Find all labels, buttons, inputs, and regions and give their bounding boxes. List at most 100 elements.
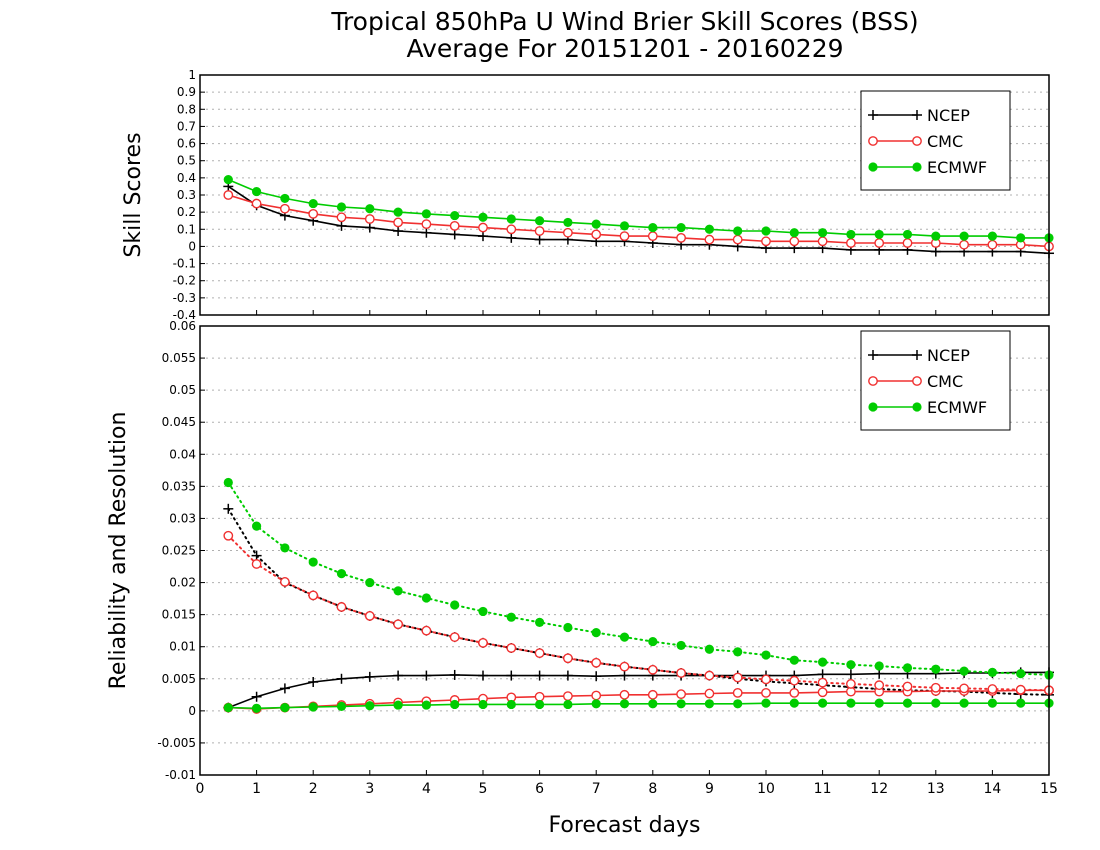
top-series-cmc-point (506, 224, 517, 235)
bottom-series-ecmwf-point (223, 703, 233, 713)
bottom-series-ecmwf-point (846, 698, 856, 708)
bottom-series-ecmwf-point (535, 699, 545, 710)
bottom-ytick-label: 0.04 (169, 447, 196, 461)
bottom-legend: NCEP CMC ECMWF (860, 330, 1011, 431)
bottom-series-cmc-dotted-point (761, 674, 771, 685)
bottom-series-ecmwf-dotted-point (308, 557, 318, 567)
bottom-series-ecmwf-point (393, 700, 403, 710)
top-series-ecmwf-point (308, 198, 318, 209)
bottom-series-cmc-dotted-point (732, 672, 743, 683)
bottom-series-ecmwf-point (704, 699, 715, 709)
bottom-ytick-label: 0.015 (162, 608, 196, 622)
bottom-series-cmc-point (732, 687, 743, 698)
top-series-ecmwf-point (591, 219, 601, 229)
bottom-series-cmc-dotted-point (846, 679, 856, 689)
bottom-series-ecmwf-point (987, 698, 998, 708)
bottom-series-ecmwf-point (336, 701, 347, 711)
bottom-ytick-label: 0.01 (169, 640, 196, 654)
bottom-series-ecmwf-dotted-point (280, 543, 290, 553)
top-series-cmc-point (761, 236, 771, 247)
bottom-series-ecmwf-point (676, 699, 686, 709)
top-series-ecmwf-point (789, 228, 799, 238)
bottom-series-ecmwf-dotted-point (733, 647, 743, 657)
top-series-cmc-point (563, 227, 573, 238)
bottom-xtick-label: 6 (535, 781, 544, 797)
top-series-ecmwf-line (227, 178, 1050, 239)
top-series-ecmwf-point (535, 216, 545, 226)
bottom-series-ecmwf-point (648, 699, 658, 709)
bottom-series-ecmwf-point (478, 699, 488, 710)
bottom-legend-label-ncep: NCEP (927, 346, 970, 365)
bottom-xtick-label: 7 (592, 781, 601, 797)
bottom-series-ecmwf-dotted-point (252, 521, 262, 531)
top-legend-marker-ecmwf (912, 162, 922, 172)
top-ytick-label: -0.3 (173, 291, 196, 305)
bottom-series-ncep-dotted-line (227, 507, 1050, 696)
bottom-series-ecmwf-point (931, 698, 941, 708)
top-ytick-label: 0.5 (177, 154, 196, 168)
top-legend-marker-ecmwf (868, 162, 878, 172)
bottom-legend-marker-cmc (868, 376, 878, 386)
bottom-xtick-label: 8 (648, 781, 657, 797)
bottom-series-ecmwf-dotted-point (223, 477, 233, 488)
bottom-xtick-label: 11 (814, 781, 832, 797)
bottom-series-ecmwf-point (619, 699, 630, 709)
chart-title-line1: Tropical 850hPa U Wind Brier Skill Score… (330, 7, 918, 36)
bottom-series-cmc-dotted-point (959, 683, 969, 694)
bottom-ytick-label: 0.02 (169, 576, 196, 590)
top-series-ecmwf-point (902, 229, 913, 240)
top-series-cmc-point (223, 190, 234, 200)
bottom-series-cmc-point (647, 689, 658, 700)
bottom-series-cmc-point (534, 691, 545, 702)
top-legend-label-cmc: CMC (927, 132, 963, 151)
bottom-series-ecmwf-dotted-point (535, 617, 545, 627)
top-ytick-label: -0.4 (173, 308, 196, 322)
bottom-series-cmc-dotted-point (364, 611, 375, 621)
bottom-series-cmc-point (789, 687, 800, 698)
bottom-ytick-label: 0.005 (162, 672, 196, 686)
bottom-series-ecmwf-dotted-point (619, 632, 630, 642)
top-series-cmc-point (251, 198, 262, 209)
bottom-ytick-label: 0 (188, 704, 196, 718)
bottom-series-cmc-dotted-point (336, 602, 347, 612)
bottom-series-ecmwf-dotted-point (789, 655, 799, 665)
top-series-ecmwf-point (648, 222, 658, 233)
top-series-ecmwf-point (478, 212, 488, 222)
bottom-series-cmc-dotted-line (227, 534, 1050, 692)
bottom-series-ecmwf-point (902, 698, 913, 708)
bottom-xtick-label: 3 (365, 781, 374, 797)
top-series-cmc-point (421, 219, 432, 230)
bottom-ytick-label: -0.005 (157, 736, 196, 750)
top-panel: -0.4 -0.3 -0.2 -0.1 0 0.1 0.2 0.3 0.4 0.5 0.6 0.7 0.… (121, 68, 1054, 322)
bottom-series-ecmwf-point (365, 701, 375, 711)
bottom-series-cmc-point (761, 687, 771, 698)
bottom-series-cmc-dotted-point (676, 668, 686, 678)
bottom-series-cmc-dotted-point (704, 670, 715, 681)
top-series-cmc-point (959, 239, 969, 250)
top-series-cmc-point (902, 238, 913, 248)
bottom-series-cmc-dotted-point (619, 661, 630, 672)
bottom-series-cmc-dotted-point (563, 653, 573, 664)
top-series-cmc-point (846, 238, 856, 248)
chart-title-line2: Average For 20151201 - 20160229 (406, 34, 843, 63)
bottom-series-cmc-dotted-point (393, 619, 403, 630)
bottom-series-cmc-dotted-point (902, 681, 913, 692)
bottom-series-ecmwf-dotted-point (591, 628, 601, 638)
top-series-ecmwf-point (336, 202, 347, 212)
bottom-series-ecmwf-point (252, 703, 262, 713)
bottom-legend-marker-ecmwf (912, 402, 922, 412)
bottom-series-ecmwf-dotted-point (563, 622, 573, 633)
bottom-ytick-label: 0.06 (169, 319, 196, 333)
bottom-series-cmc-dotted-point (647, 664, 658, 675)
top-series-cmc-point (478, 222, 488, 233)
top-series-cmc-point (449, 220, 460, 231)
bottom-series-cmc-dotted-point (987, 684, 998, 694)
bottom-series-cmc-point (704, 688, 715, 699)
top-ytick-label: 0.2 (177, 205, 196, 219)
top-series-ecmwf-point (704, 224, 715, 234)
bottom-series-ecmwf-point (761, 698, 771, 708)
bottom-xtick-label: 10 (757, 781, 775, 797)
top-y-axis-label: Skill Scores (121, 132, 146, 257)
bottom-series-ecmwf-point (591, 699, 601, 709)
